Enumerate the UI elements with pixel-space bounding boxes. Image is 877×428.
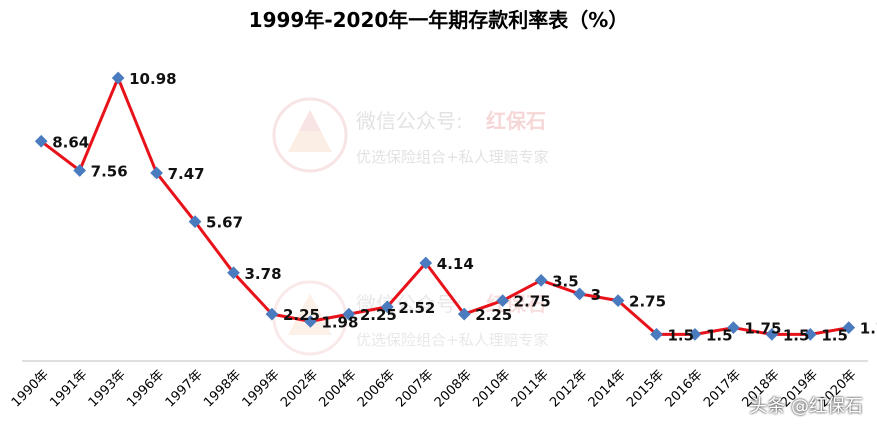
data-point <box>419 256 433 270</box>
data-label: 1.5 <box>783 326 810 344</box>
x-tick-label: 2004年 <box>316 367 359 410</box>
data-label: 2.75 <box>629 293 666 311</box>
x-tick-label: 2017年 <box>701 367 744 410</box>
watermark-accent: 红保石 <box>486 109 546 133</box>
x-tick-label: 2014年 <box>586 367 629 410</box>
data-point <box>304 315 317 328</box>
x-tick-label: 2010年 <box>470 367 513 410</box>
x-tick-label: 2015年 <box>624 367 667 410</box>
data-label: 2.25 <box>475 306 512 324</box>
x-tick-label: 2011年 <box>509 367 552 410</box>
data-label: 1.75 <box>744 320 781 338</box>
data-point <box>73 164 87 177</box>
data-point <box>265 307 279 321</box>
series-line <box>40 76 850 336</box>
x-tick-label: 1999年 <box>240 367 283 410</box>
x-tick-labels: 1990年1991年1993年1996年1997年1998年1999年2002年… <box>9 367 860 410</box>
x-tick-label: 1997年 <box>163 367 206 410</box>
data-point <box>188 215 202 228</box>
x-tick-label: 2002年 <box>278 367 321 410</box>
x-tick-label: 1998年 <box>201 367 244 410</box>
data-label: 8.64 <box>52 133 89 151</box>
watermark-upper: 微信公众号: 红保石 优选保险组合+私人理赔专家 <box>272 97 549 173</box>
x-tick-label: 2007年 <box>393 367 436 410</box>
x-tick-label: 1993年 <box>86 367 129 410</box>
x-tick-label: 2006年 <box>355 367 398 410</box>
data-point <box>227 266 240 280</box>
watermark-line1: 微信公众号: <box>356 109 463 133</box>
data-point <box>496 294 510 307</box>
data-point <box>342 307 356 321</box>
watermark-line2-b: 优选保险组合+私人理赔专家 <box>356 331 549 349</box>
data-label: 7.56 <box>91 163 128 181</box>
data-label: 2.52 <box>398 299 435 317</box>
watermark-line2: 优选保险组合+私人理赔专家 <box>356 148 549 166</box>
data-label: 2.75 <box>514 293 551 311</box>
data-label: 1.75 <box>860 320 877 338</box>
data-point <box>111 71 125 85</box>
data-label: 2.25 <box>283 306 320 324</box>
data-label: 1.5 <box>706 326 733 344</box>
x-tick-label: 1996年 <box>124 367 167 410</box>
data-point <box>150 166 163 180</box>
data-point <box>457 307 471 321</box>
x-tick-label: 1991年 <box>47 367 90 410</box>
chart-title: 1999年-2020年一年期存款利率表（%） <box>248 8 629 32</box>
x-tick-label: 1990年 <box>9 367 52 410</box>
data-point <box>34 134 48 148</box>
x-tick-label: 2008年 <box>432 367 475 410</box>
data-label: 3.78 <box>245 265 282 283</box>
data-label: 4.14 <box>437 255 474 273</box>
watermark-line1-b: 微信公众号: <box>356 292 463 316</box>
data-label: 1.5 <box>668 326 695 344</box>
data-label: 5.67 <box>206 214 243 232</box>
data-label: 10.98 <box>129 70 176 88</box>
x-tick-label: 2012年 <box>547 367 590 410</box>
x-tick-label: 2016年 <box>663 367 706 410</box>
data-point <box>534 273 548 287</box>
data-label: 1.5 <box>821 326 848 344</box>
data-label: 7.47 <box>168 165 205 183</box>
data-point <box>380 300 394 314</box>
data-label: 3.5 <box>552 272 579 290</box>
data-label: 1.98 <box>321 313 358 331</box>
credit-watermark: 头条 @红保石 <box>749 396 863 417</box>
data-label: 3 <box>591 286 601 304</box>
data-label: 2.25 <box>360 306 397 324</box>
